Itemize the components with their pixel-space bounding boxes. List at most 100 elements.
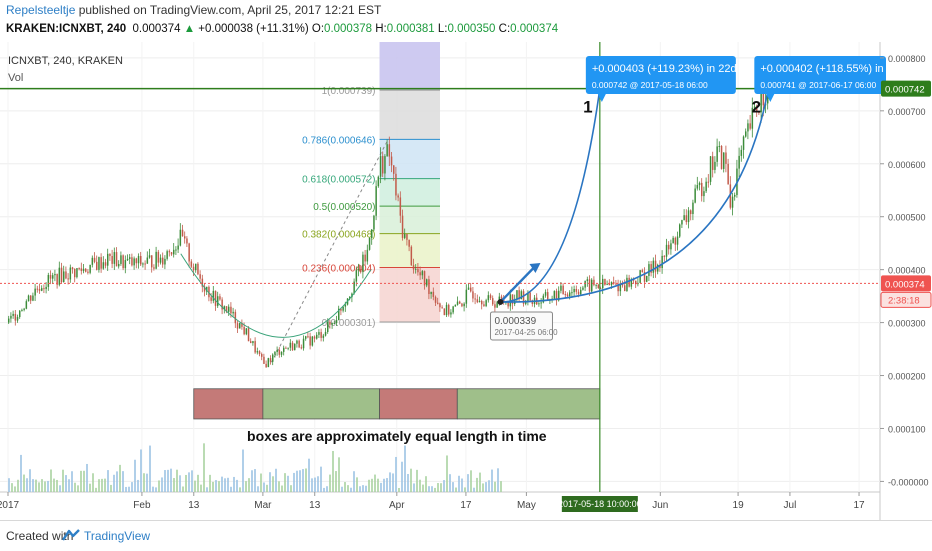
volume-bar — [233, 476, 235, 492]
volume-bar — [65, 475, 67, 492]
candle-body — [228, 306, 230, 312]
volume-bar — [281, 485, 283, 492]
candle-body — [318, 332, 320, 335]
candle-body — [454, 304, 457, 307]
candle-body — [401, 215, 404, 238]
tradingview-brand[interactable]: TradingView — [84, 529, 151, 543]
up-arrow-icon: ▲ — [183, 23, 196, 35]
candle-body — [544, 292, 547, 296]
countdown-label: 2:38:18 — [888, 295, 920, 306]
candle-body — [483, 304, 485, 307]
candle-body — [641, 270, 644, 273]
volume-bar — [371, 478, 373, 492]
candle-body — [745, 131, 747, 137]
candle-body — [591, 279, 593, 292]
volume-bar — [86, 463, 88, 492]
volume-bar — [398, 487, 400, 492]
volume-bar — [320, 466, 322, 492]
time-box-caption: boxes are approximately equal length in … — [247, 428, 547, 444]
tradingview-logo-icon[interactable] — [62, 528, 82, 542]
volume-bar — [74, 482, 76, 492]
candle-body — [153, 267, 155, 269]
x-tick-label: 13 — [188, 500, 200, 511]
candle-body — [181, 229, 184, 237]
candle-body — [569, 292, 571, 297]
candle-body — [122, 255, 124, 269]
volume-bar — [401, 461, 403, 492]
current-price-label: 0.000374 — [885, 279, 925, 290]
candle-body — [320, 332, 322, 338]
candle-body — [280, 351, 283, 355]
candle-body — [52, 275, 54, 279]
candle-body — [43, 288, 45, 290]
volume-bar — [269, 472, 271, 492]
volume-bar — [224, 478, 226, 492]
high-value: 0.000381 — [386, 23, 435, 35]
candle-body — [115, 252, 118, 267]
time-box — [456, 388, 601, 420]
fib-level-label: 0.236(0.000404) — [302, 264, 375, 275]
symbol-label[interactable]: KRAKEN:ICNXBT, 240 — [6, 23, 127, 35]
candle-body — [120, 255, 122, 264]
volume-bar — [146, 473, 148, 492]
volume-bar — [359, 486, 361, 492]
volume-bar — [314, 477, 316, 492]
volume-bar — [221, 476, 223, 492]
volume-bar — [212, 481, 214, 492]
volume-bar — [389, 472, 391, 492]
candle-body — [452, 306, 454, 313]
candle-body — [762, 93, 765, 106]
candle-body — [30, 295, 32, 301]
candle-body — [124, 260, 127, 269]
candle-body — [186, 238, 188, 244]
candle-body — [148, 255, 151, 258]
candle-body — [109, 253, 111, 257]
candle-body — [448, 304, 450, 315]
candle-body — [214, 290, 217, 306]
published-text: published on TradingView.com, April 25, … — [75, 3, 382, 17]
x-tick-label: Feb — [133, 500, 151, 511]
chart-area[interactable]: 1(0.000739) 0.786(0.000646) 0.618(0.000572… — [0, 42, 932, 520]
projection-arrowhead — [529, 263, 541, 273]
candle-body — [399, 197, 402, 216]
candle-body — [604, 278, 606, 285]
start-point — [497, 298, 504, 305]
candle-body — [232, 311, 234, 314]
candle-body — [657, 264, 659, 272]
volume-bar — [392, 473, 394, 492]
candle-body — [362, 254, 364, 273]
vertical-date-tag — [561, 496, 638, 512]
candle-body — [137, 256, 140, 264]
fib-level-label: 0.382(0.000468) — [302, 230, 375, 241]
candle-body — [296, 340, 298, 344]
candle-body — [465, 289, 468, 304]
candle-body — [344, 304, 347, 307]
fib-zone-band — [379, 139, 440, 179]
volume-bar — [413, 483, 415, 492]
candle-body — [571, 292, 573, 294]
low-label: L: — [437, 23, 448, 35]
candle-body — [159, 257, 162, 263]
candle-body — [60, 267, 63, 283]
candle-body — [731, 196, 734, 208]
candle-body — [562, 285, 564, 295]
author-link[interactable]: Repelsteeltje — [6, 3, 76, 17]
candle-body — [542, 295, 545, 303]
candle-body — [243, 326, 245, 335]
candle-body — [740, 149, 743, 156]
price-chart[interactable]: 1(0.000739) 0.786(0.000646) 0.618(0.000572… — [0, 42, 932, 520]
candle-body — [353, 281, 355, 294]
candle-body — [582, 287, 584, 290]
candle-body — [87, 271, 89, 273]
volume-bar — [143, 473, 145, 492]
volume-label: Vol — [8, 72, 23, 84]
fib-zone-band — [379, 178, 440, 207]
candle-body — [27, 295, 30, 302]
volume-bar — [356, 477, 358, 492]
volume-bar — [428, 486, 430, 492]
candle-body — [617, 283, 619, 292]
x-tick-label: Jul — [784, 500, 797, 511]
candle-body — [311, 336, 314, 346]
open-value: 0.000378 — [324, 23, 373, 35]
volume-bar — [332, 450, 334, 492]
